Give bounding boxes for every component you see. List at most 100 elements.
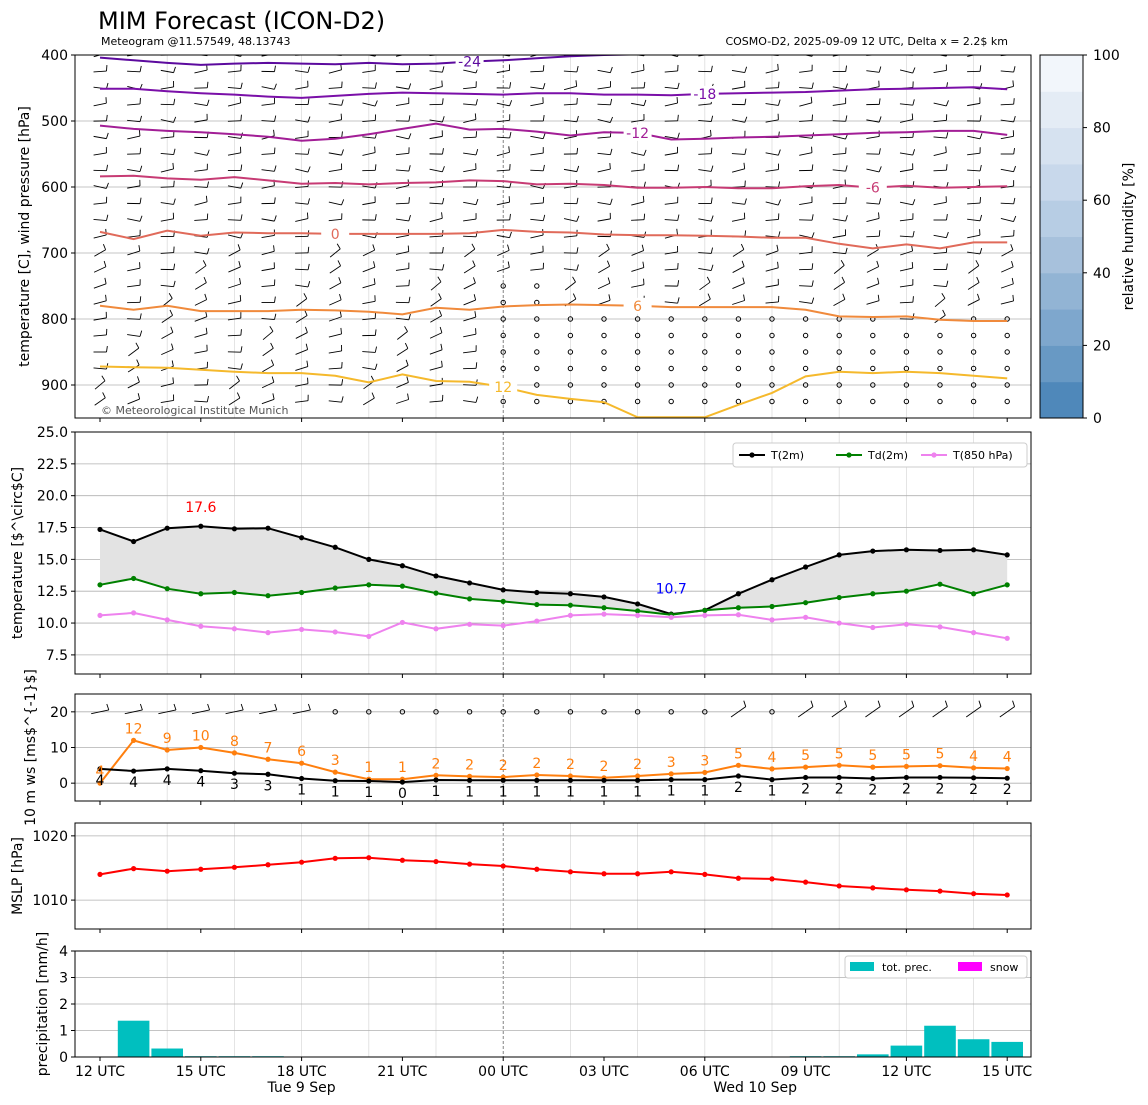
wind-barb (866, 249, 879, 257)
wind-barb-flag (408, 165, 411, 172)
x-date-label: Wed 10 Sep (713, 1080, 797, 1096)
wind-barb (295, 400, 309, 403)
wind-barb (463, 86, 477, 90)
wind-speed-label: 2 (936, 781, 945, 797)
wind-barb-flag (374, 164, 377, 171)
wind-barb-flag (139, 215, 143, 222)
wind-barb-flag (105, 182, 109, 189)
wind-barb-flag (643, 213, 646, 220)
wind-speed-label: 1 (364, 785, 373, 801)
wind-barb-flag (408, 83, 412, 90)
wind-barb-flag (308, 49, 309, 55)
calm-wind-marker (601, 332, 607, 339)
t2m-point (870, 548, 876, 554)
wind-speed-label: 1 (768, 784, 777, 800)
wind-barb-flag (912, 99, 915, 106)
wind-barb (967, 282, 980, 290)
wind-barb-flag (643, 99, 647, 106)
wind-barb-flag (811, 214, 814, 221)
wind-barb (832, 120, 846, 122)
wind-barb (933, 284, 947, 288)
wind-barb (395, 135, 409, 140)
wind-barb (127, 169, 141, 172)
gust-point (903, 763, 910, 770)
wind-barb-flag (677, 280, 680, 287)
wind-barb-flag (744, 66, 748, 73)
wind-barb-flag (946, 280, 949, 287)
calm-wind-marker (668, 316, 674, 322)
colorbar-tick-label: 80 (1093, 121, 1111, 137)
wind-barb-flag (912, 55, 914, 56)
upper-air-ytick-label: 400 (41, 48, 68, 64)
surface-wind-barb-flag (877, 700, 881, 707)
surface-wind-barb-flag (207, 703, 211, 711)
wind-barb-flag (474, 311, 477, 318)
surface-wind-barb (158, 709, 177, 715)
wind-barb (362, 70, 376, 73)
wind-barb (262, 364, 274, 373)
wind-barb-flag (1012, 80, 1014, 87)
wind-barb-flag (676, 228, 678, 235)
wind-barb-flag (811, 82, 814, 89)
wind-barb (563, 55, 575, 57)
t2m-point (97, 526, 103, 533)
wind-barb-flag (876, 260, 880, 267)
wind-barb-flag (842, 293, 846, 300)
wind-frame (74, 693, 1032, 802)
precipitation-bar (857, 1054, 889, 1057)
wind-barb-flag (174, 49, 175, 55)
wind-speed-point (366, 778, 372, 784)
wind-barb-flag (777, 63, 779, 70)
wind-speed-label: 2 (1003, 782, 1012, 798)
wind-barb-flag (274, 296, 276, 303)
wind-barb (799, 87, 813, 89)
gust-label: 1 (398, 760, 407, 776)
wind-barb (631, 169, 645, 172)
wind-barb-flag (171, 343, 174, 350)
wind-speed-point (97, 766, 103, 772)
wind-barb (967, 251, 981, 255)
calm-wind-marker (769, 316, 775, 322)
surface-calm-marker (534, 709, 540, 715)
gust-label: 9 (163, 731, 172, 747)
precipitation-ylabel: precipitation [mm/h] (35, 932, 51, 1076)
wind-barb (731, 70, 745, 73)
calm-wind-marker (668, 332, 674, 339)
wind-barb (765, 169, 779, 172)
wind-barb-flag (507, 244, 510, 251)
isotherm-lines: -24 -18 -12 -6 0 6 12 (99, 55, 1008, 418)
wind-barb-flag (677, 214, 680, 221)
wind-barb (698, 55, 708, 57)
wind-barb (899, 201, 913, 206)
mslp-point (164, 868, 170, 874)
wind-barb (127, 135, 141, 140)
calm-wind-marker (702, 316, 708, 322)
wind-barb (631, 119, 645, 123)
surface-calm-marker (366, 709, 372, 715)
wind-ytick-label: 20 (50, 705, 68, 721)
wind-speed-label: 4 (129, 775, 138, 791)
wind-barb (328, 316, 342, 322)
x-date-label: Tue 9 Sep (267, 1080, 336, 1096)
surface-wind-barb (730, 706, 747, 718)
gust-point (702, 769, 708, 776)
surface-wind-barb (225, 709, 244, 715)
mslp-point (702, 871, 708, 877)
wind-barb (664, 86, 678, 90)
wind-barb (933, 169, 947, 172)
gust-point (567, 773, 574, 779)
surface-wind-barb-flag (1012, 700, 1015, 707)
t850-point (399, 619, 405, 626)
gust-point (803, 764, 809, 770)
wind-barb-flag (877, 277, 880, 284)
wind-barb-flag (274, 65, 276, 72)
t2m-point (769, 577, 775, 583)
wind-barb (799, 136, 813, 139)
wind-barb-flag (945, 146, 947, 153)
gust-point (769, 766, 775, 772)
wind-barb (261, 169, 275, 172)
wind-barb (866, 217, 880, 223)
calm-wind-marker (634, 349, 641, 355)
wind-barb-flag (102, 244, 107, 250)
wind-barb-flag (979, 65, 982, 72)
